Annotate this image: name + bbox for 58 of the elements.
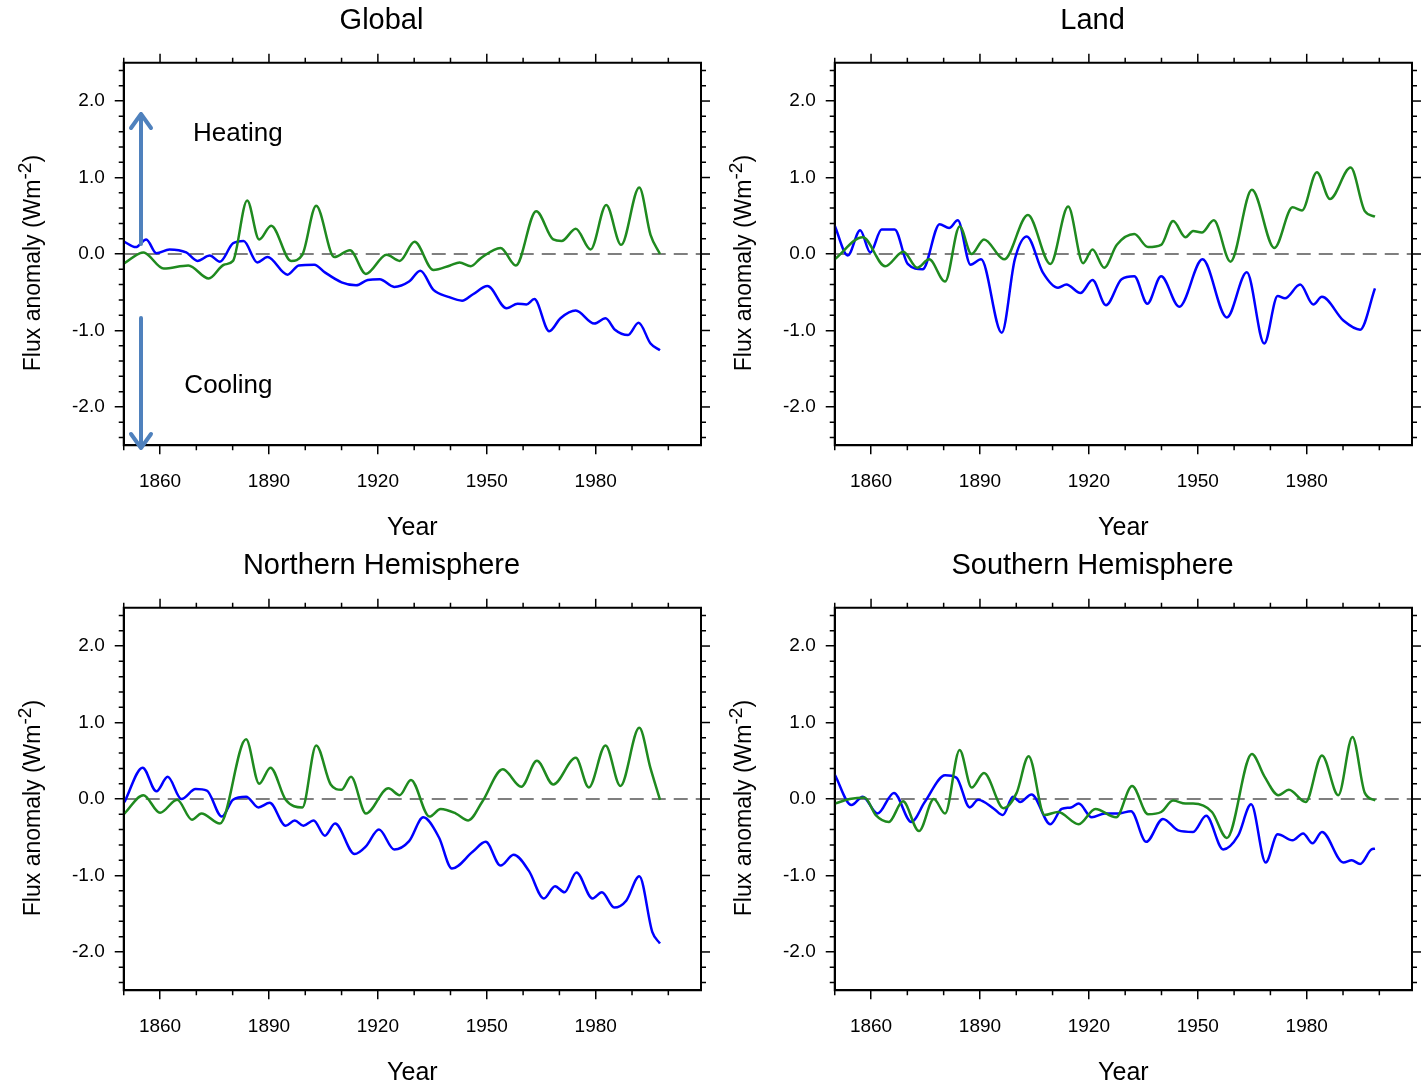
x-axis-title: Year <box>1098 1056 1149 1085</box>
y-tick-label: 2.0 <box>789 89 816 111</box>
x-tick-label: 1920 <box>1067 469 1111 491</box>
x-tick-label: 1950 <box>1176 1014 1219 1036</box>
line-series <box>123 186 662 280</box>
x-tick-label: 1980 <box>1285 469 1328 491</box>
y-tick-label: 0.0 <box>78 242 105 264</box>
line-series <box>834 219 1377 345</box>
chart-title: Land <box>1060 3 1125 36</box>
y-tick-label: -1.0 <box>782 318 816 340</box>
x-tick-label: 1980 <box>574 1014 617 1036</box>
x-tick-label: 1920 <box>1067 1014 1111 1036</box>
line-series <box>834 166 1377 283</box>
x-tick-label: 1860 <box>849 1014 893 1036</box>
y-tick-label: -2.0 <box>71 940 105 962</box>
x-tick-label: 1860 <box>138 1014 182 1036</box>
x-axis-title: Year <box>387 1056 438 1085</box>
x-tick-label: 1980 <box>1285 1014 1328 1036</box>
y-tick-label: 0.0 <box>789 787 816 809</box>
annotation: Cooling <box>184 369 273 400</box>
y-tick-label: 0.0 <box>78 787 105 809</box>
y-tick-label: 1.0 <box>789 165 816 187</box>
y-tick-label: -1.0 <box>71 318 105 340</box>
x-tick-label: 1950 <box>465 469 508 491</box>
y-tick-label: 2.0 <box>78 634 105 656</box>
y-tick-label: -1.0 <box>782 863 816 885</box>
x-tick-label: 1920 <box>356 469 400 491</box>
y-tick-label: 1.0 <box>78 710 105 732</box>
x-tick-label: 1890 <box>958 469 1002 491</box>
x-tick-label: 1980 <box>574 469 617 491</box>
x-tick-label: 1890 <box>247 1014 291 1036</box>
x-axis-title: Year <box>1098 511 1149 540</box>
annotation: Heating <box>193 116 283 147</box>
y-tick-label: 0.0 <box>789 242 816 264</box>
y-tick-label: 2.0 <box>789 634 816 656</box>
line-series <box>123 238 662 352</box>
y-tick-label: -1.0 <box>71 863 105 885</box>
x-tick-label: 1860 <box>138 469 182 491</box>
y-tick-label: -2.0 <box>782 395 816 417</box>
x-tick-label: 1890 <box>958 1014 1002 1036</box>
line-series <box>834 735 1377 840</box>
x-axis-title: Year <box>387 511 438 540</box>
x-tick-label: 1860 <box>849 469 893 491</box>
line-series <box>834 773 1377 866</box>
y-tick-label: 1.0 <box>789 710 816 732</box>
x-tick-label: 1950 <box>465 1014 508 1036</box>
x-tick-label: 1890 <box>247 469 291 491</box>
y-tick-label: -2.0 <box>782 940 816 962</box>
line-series <box>123 766 662 945</box>
x-tick-label: 1920 <box>356 1014 400 1036</box>
chart-title: Southern Hemisphere <box>951 548 1234 581</box>
y-tick-label: -2.0 <box>71 395 105 417</box>
chart-title: Global <box>339 3 424 36</box>
y-tick-label: 1.0 <box>78 165 105 187</box>
line-series <box>123 726 662 825</box>
y-tick-label: 2.0 <box>78 89 105 111</box>
x-tick-label: 1950 <box>1176 469 1219 491</box>
chart-title: Northern Hemisphere <box>242 548 521 581</box>
